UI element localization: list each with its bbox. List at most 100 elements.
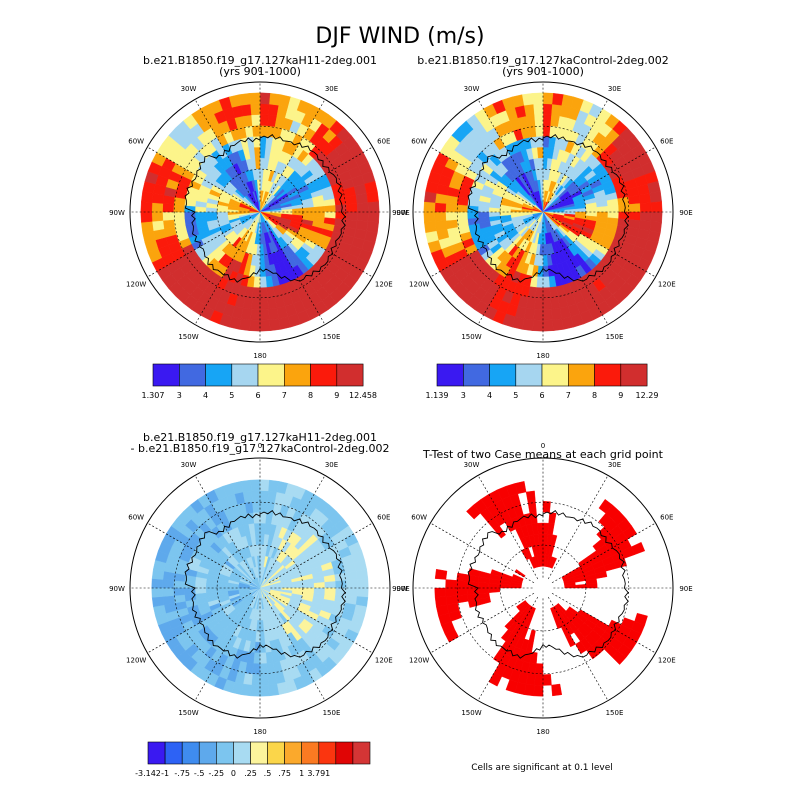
grid-cell xyxy=(252,663,261,675)
grid-cell xyxy=(366,191,379,203)
grid-cell xyxy=(140,201,153,213)
grid-cell xyxy=(522,93,534,106)
map-panel-2: 0 30E 60E 90E 120E 150E 180 150W 120W 90W 60W 30W xyxy=(392,66,693,360)
latitude-circle xyxy=(173,125,347,299)
grid-cell xyxy=(532,92,544,105)
panel3-subtitle: - b.e21.B1850.f19_g17.127kaControl-2deg.… xyxy=(131,442,390,455)
grid-cell xyxy=(542,287,551,299)
grid-cell xyxy=(255,533,261,546)
colorbar-box xyxy=(567,363,595,387)
grid-cell xyxy=(240,479,252,493)
grid-cell xyxy=(535,663,544,675)
map-panel-4: 0 30E 60E 90E 120E 150E 180 150W 120W 90W 60W 30W xyxy=(392,442,693,736)
colorbar-box xyxy=(462,363,490,387)
colorbar-label: 8 xyxy=(592,391,597,400)
figure-title: DJF WIND (m/s) xyxy=(315,24,484,49)
longitude-label: 60W xyxy=(128,138,144,146)
grid-cell xyxy=(259,479,270,492)
grid-cell xyxy=(542,319,554,332)
latitude-circle xyxy=(456,501,630,675)
grid-cell xyxy=(628,194,641,205)
colorbar-panel2: 1.139 3 4 5 6 7 8 9 12.29 xyxy=(426,363,658,400)
colorbar-box xyxy=(147,741,166,765)
grid-cell xyxy=(553,617,562,629)
longitude-label: 30W xyxy=(464,85,480,93)
grid-cell xyxy=(194,211,207,218)
grid-cell xyxy=(259,663,268,675)
grid-cell xyxy=(335,204,347,213)
colorbar-label: .5 xyxy=(264,769,272,778)
grid-cell xyxy=(254,522,261,535)
grid-cell xyxy=(253,135,261,148)
colorbar-label: 7 xyxy=(282,391,287,400)
colorbar-box xyxy=(310,363,338,387)
grid-cell xyxy=(346,587,358,597)
grid-cell xyxy=(355,568,369,580)
colorbar-label: 5 xyxy=(513,391,518,400)
longitude-label: 150W xyxy=(461,709,481,717)
grid-cells xyxy=(423,92,663,332)
grid-cell xyxy=(267,297,278,310)
grid-cell xyxy=(335,580,347,589)
colorbar-box xyxy=(335,741,354,765)
grid-cell xyxy=(533,684,544,697)
grid-cell xyxy=(259,92,271,105)
longitude-label: 180 xyxy=(536,352,549,360)
coastline xyxy=(467,509,629,659)
grid-cell xyxy=(239,93,251,106)
grid-cell xyxy=(251,490,261,502)
grid-cell xyxy=(324,587,337,595)
grid-cell xyxy=(618,204,630,213)
longitude-label: 60E xyxy=(377,514,390,522)
grid-cells xyxy=(434,481,648,697)
grid-cell xyxy=(205,211,218,217)
grid-cell xyxy=(534,674,544,686)
colorbar-label: 6 xyxy=(539,391,544,400)
longitude-label: 120W xyxy=(126,281,146,289)
grid-cell xyxy=(639,211,652,222)
grid-cell xyxy=(548,512,557,525)
colorbar-label: 3 xyxy=(461,391,466,400)
grid-cell xyxy=(313,206,326,213)
grid-cell xyxy=(268,683,280,697)
grid-cell xyxy=(250,308,261,321)
colorbar-box xyxy=(620,363,648,387)
grid-cell xyxy=(629,203,641,213)
grid-cell xyxy=(456,211,468,220)
grid-cell xyxy=(259,103,270,116)
grid-cell xyxy=(267,673,278,686)
grid-cell xyxy=(514,481,527,495)
grid-cell xyxy=(151,202,164,213)
grid-cell xyxy=(173,587,185,596)
longitude-label: 120E xyxy=(375,281,393,289)
colorbar-label: -.75 xyxy=(174,769,190,778)
grid-cell xyxy=(423,201,436,213)
colorbars: 1.307 3 4 5 6 7 8 9 12.458 1.139 3 4 5 6 7 8 9 12.29 -3.14… xyxy=(135,363,658,778)
longitude-label: 150E xyxy=(606,709,624,717)
grid-cell xyxy=(259,287,268,299)
longitude-label: 60W xyxy=(411,514,427,522)
grid-cell xyxy=(537,146,544,159)
colorbar-box xyxy=(267,741,285,765)
grid-cell xyxy=(650,201,663,213)
colorbar-label: .25 xyxy=(244,769,257,778)
colorbar-box xyxy=(436,363,464,387)
grid-cell xyxy=(253,276,261,289)
grid-cell xyxy=(514,569,526,578)
grid-cell xyxy=(639,202,652,213)
grid-cell xyxy=(240,103,252,117)
longitude-label: 60W xyxy=(411,138,427,146)
colorbar-label: -1 xyxy=(161,769,169,778)
grid-cell xyxy=(151,578,164,589)
grid-cell xyxy=(456,572,469,582)
colorbar-box xyxy=(284,741,303,765)
map-boundary-circle xyxy=(129,457,391,719)
grid-cell xyxy=(500,629,513,642)
panel3-title: b.e21.B1850.f19_g17.127kaH11-2deg.001 xyxy=(143,431,377,444)
grid-cell xyxy=(533,308,544,321)
colorbar-label: 7 xyxy=(566,391,571,400)
grid-cell xyxy=(550,534,558,547)
grid-cell xyxy=(259,319,271,332)
grid-cell xyxy=(346,203,358,213)
